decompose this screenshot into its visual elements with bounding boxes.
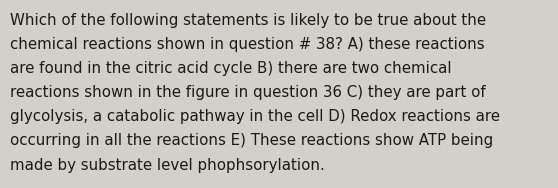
Text: Which of the following statements is likely to be true about the: Which of the following statements is lik… xyxy=(10,13,486,28)
Text: made by substrate level phophsorylation.: made by substrate level phophsorylation. xyxy=(10,158,325,173)
Text: are found in the citric acid cycle B) there are two chemical: are found in the citric acid cycle B) th… xyxy=(10,61,451,76)
Text: reactions shown in the figure in question 36 C) they are part of: reactions shown in the figure in questio… xyxy=(10,85,486,100)
Text: occurring in all the reactions E) These reactions show ATP being: occurring in all the reactions E) These … xyxy=(10,133,493,149)
Text: chemical reactions shown in question # 38? A) these reactions: chemical reactions shown in question # 3… xyxy=(10,37,485,52)
Text: glycolysis, a catabolic pathway in the cell D) Redox reactions are: glycolysis, a catabolic pathway in the c… xyxy=(10,109,500,124)
